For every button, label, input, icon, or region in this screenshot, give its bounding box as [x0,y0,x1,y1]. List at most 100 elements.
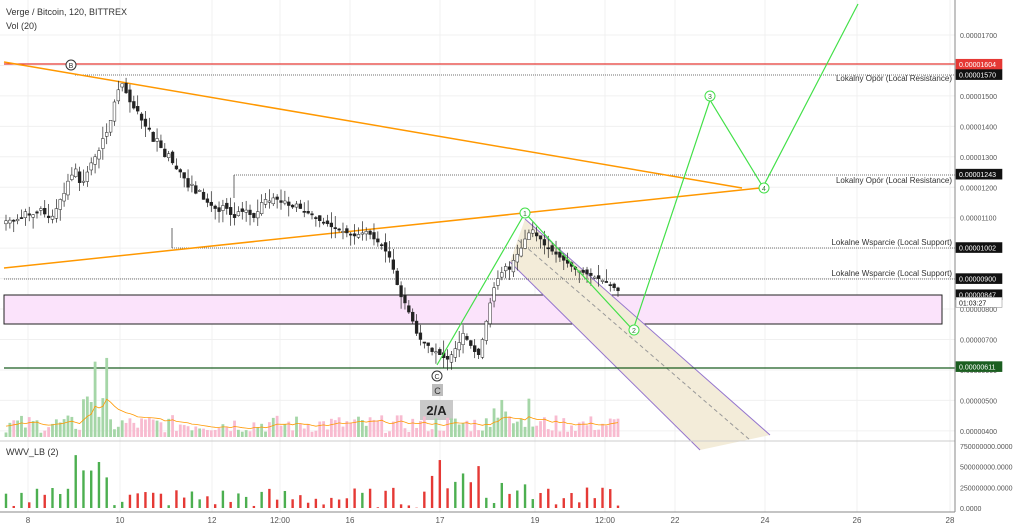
candle-body [469,340,473,346]
candle-body [275,196,279,200]
candle-body [387,251,392,258]
candle-body [453,348,457,358]
wwv-bar [35,488,39,508]
price-axis[interactable]: 0.000017000.000016000.000015000.00001400… [960,33,997,436]
price-tag-label: 0.00000847 [959,293,996,300]
candle-body [163,148,167,158]
wwv-bar [144,492,147,508]
indicator-tick-label: 250000000.0000 [960,485,1013,492]
candle-body [519,247,523,257]
wwv-bar [407,505,411,508]
volume-bar [248,431,252,437]
volume-bar [577,422,581,437]
volume-bar [573,430,577,437]
candle-body [329,222,334,228]
wwv-bar [151,492,155,508]
time-tick-label: 22 [671,516,680,525]
time-axis[interactable]: 8 10 12 12:00 16 17 19 12:00 22 24 26 28 [26,516,955,525]
candle-body [85,171,89,182]
wwv-bar [291,499,294,508]
candle-body [298,203,303,209]
wwv-bar [97,462,101,508]
volume-bar [360,420,364,437]
volume-bar [78,429,81,437]
volume-bar [450,418,453,437]
candle-body [290,204,295,208]
volume-bar [302,428,306,437]
volume-bar [163,432,167,437]
wwv-bar [283,490,287,508]
volume-bar [512,423,515,437]
wwv-bar [523,484,527,508]
candle-body [321,221,326,224]
volume-bar [240,431,244,437]
volume-bar [35,420,39,437]
wwv-bar [113,505,116,508]
candle-body [248,209,252,215]
candle-body [356,234,361,238]
candle-body [457,342,461,351]
candle-body [46,215,51,218]
candle-body [368,230,372,235]
volume-bar [101,398,105,437]
candle-body [438,349,442,355]
volume-bar [116,426,120,437]
candle-body [349,233,353,236]
wwv-bar [229,501,232,508]
wwv-bar [562,498,565,508]
wwv-bar [593,498,596,508]
volume-bar [175,430,178,437]
volume-bar [442,430,446,437]
volume-bar [604,425,608,437]
volume-bar [322,421,326,437]
volume-bar [465,420,469,437]
time-tick-label: 10 [116,516,125,525]
candle-body [267,200,272,203]
candle-body [116,89,120,102]
volume-bar [407,431,411,437]
candle-body [259,202,264,214]
candle-body [50,215,55,220]
wwv-bar [392,487,395,508]
candle-body [542,239,547,246]
volume-bar [70,416,74,437]
candle-body [600,279,605,282]
candle-body [66,180,70,196]
candle-body [585,269,589,275]
indicator-axis[interactable]: 750000000.0000 500000000.0000 250000000.00… [960,444,1013,513]
time-tick-label: 24 [761,516,770,525]
wwv-bar [446,488,449,508]
candle-body [74,168,78,178]
candle-body [391,259,395,270]
support-zone [3,294,943,325]
candle-body [225,202,229,209]
volume-bar [264,431,267,437]
volume-bar [527,398,531,437]
candle-body [403,294,407,304]
candle-body [4,220,8,225]
candle-body [484,320,488,341]
candle-body [531,229,535,234]
candle-body [616,287,620,292]
wwv-bar [500,482,503,508]
candle-body [155,138,159,142]
wwv-bar [368,488,372,508]
volume-bar [515,421,519,437]
candle-body [8,219,12,224]
wwv-bar [609,489,612,508]
candle-body [496,278,500,286]
candle-body [128,89,132,103]
volume-bar [82,399,85,437]
volume-bar [295,416,298,437]
volume-bar [310,431,314,437]
volume-bar [74,428,78,437]
volume-bar [109,419,112,437]
candle-body [178,169,182,173]
wwv-bar [59,494,62,508]
price-tag-box [955,168,1003,180]
candle-body [430,347,434,352]
price-tick-label: 0.00001300 [960,155,997,162]
price-tag-label: 0.00001570 [959,73,996,80]
wwv-bar [547,488,550,508]
